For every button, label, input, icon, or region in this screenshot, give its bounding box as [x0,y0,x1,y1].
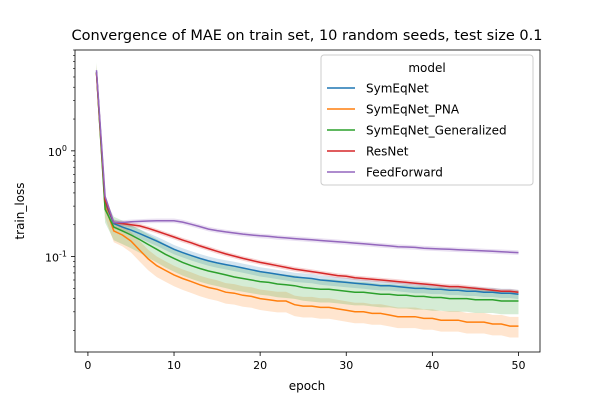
legend-label-ResNet: ResNet [366,145,409,159]
series-lines [95,70,519,327]
x-tick-label: 20 [253,359,267,372]
legend-label-SymEqNet_PNA: SymEqNet_PNA [366,103,460,117]
legend: model SymEqNet SymEqNet_PNA SymEqNet_Genera… [320,54,534,186]
legend-label-SymEqNet_Generalized: SymEqNet_Generalized [366,124,507,138]
x-axis-label: epoch [289,379,326,393]
legend-label-SymEqNet: SymEqNet [366,82,429,96]
legend-box [320,54,534,186]
x-tick-label: 40 [425,359,439,372]
legend-title: model [408,61,445,75]
x-tick-label: 10 [167,359,181,372]
x-tick-label: 0 [84,359,91,372]
line-SymEqNet_PNA [95,73,519,327]
plot-frame [74,49,541,353]
line-SymEqNet [95,71,519,295]
x-tick-label: 50 [511,359,525,372]
line-ResNet [95,72,519,293]
x-tick-label: 30 [339,359,353,372]
legend-label-FeedForward: FeedForward [366,166,443,180]
y-axis-label: train_loss [13,182,27,239]
line-FeedForward [95,70,519,254]
line-SymEqNet_Generalized [95,72,519,302]
y-tick-label: 100 [48,144,67,159]
chart-title: Convergence of MAE on train set, 10 rand… [72,28,543,44]
axes: 0 10 20 30 40 50 100 10-1 [45,49,541,372]
y-tick-label: 10-1 [45,250,67,265]
